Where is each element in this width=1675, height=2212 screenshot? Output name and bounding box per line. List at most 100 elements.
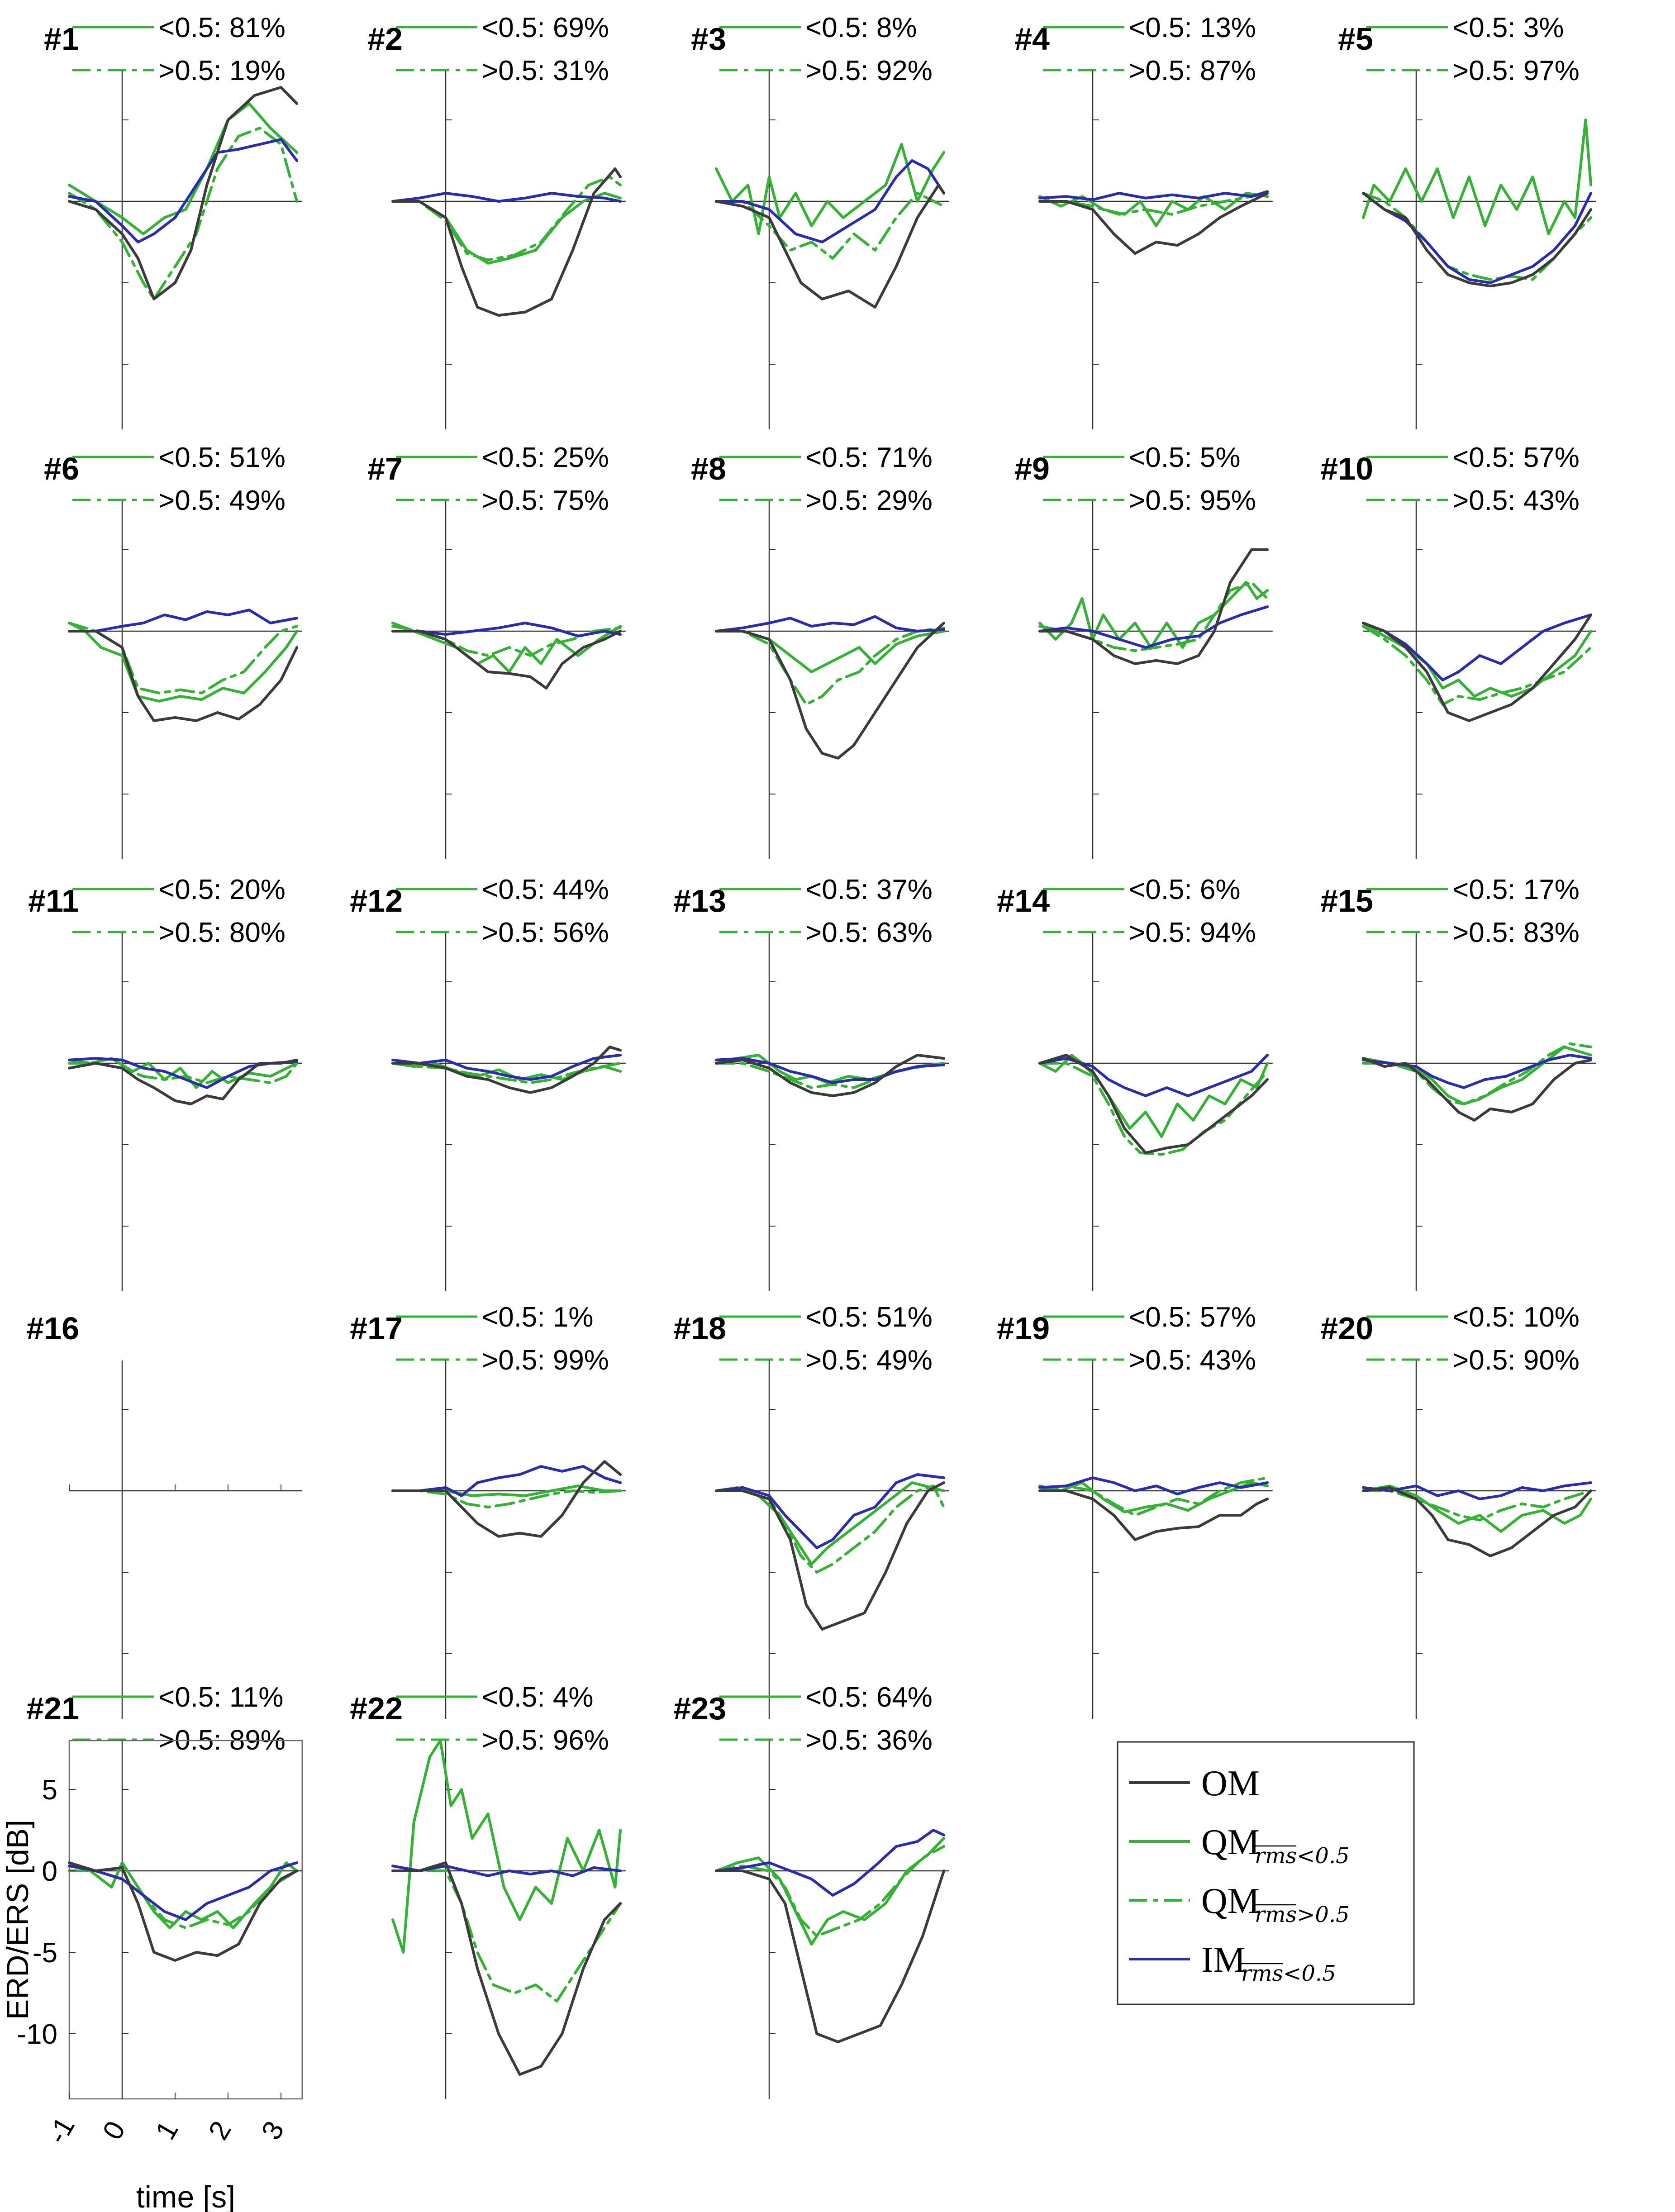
percent-high: >0.5: 56% (482, 917, 609, 948)
series-qmlow (68, 622, 299, 703)
percent-low: <0.5: 6% (1129, 874, 1240, 905)
series-om (391, 1460, 622, 1538)
series-om (715, 1869, 946, 2043)
series-im (1038, 190, 1269, 201)
series-om (715, 1481, 946, 1631)
percent-low: <0.5: 57% (1452, 442, 1580, 473)
percent-high: >0.5: 90% (1452, 1345, 1580, 1376)
series-om (1362, 1057, 1593, 1122)
percent-low: <0.5: 71% (805, 442, 933, 473)
subject-id: #19 (997, 1311, 1050, 1346)
series-im (68, 609, 299, 633)
series-im (715, 1057, 946, 1085)
percent-high: >0.5: 43% (1452, 485, 1580, 516)
series-om (1362, 192, 1593, 288)
x-tick-label: 0 (97, 2116, 132, 2145)
series-om (715, 1054, 946, 1097)
series-om (1362, 614, 1593, 722)
percent-high: >0.5: 99% (482, 1345, 609, 1376)
axes-box (68, 1740, 303, 2100)
percent-high: >0.5: 29% (805, 485, 933, 516)
percent-high: >0.5: 19% (158, 55, 286, 86)
series-im (1038, 1054, 1269, 1097)
legend-subscript: rms>0.5 (1255, 1902, 1350, 1927)
percent-high: >0.5: 96% (482, 1725, 609, 1756)
y-axis-label: ERD/ERS [dB] (0, 1820, 35, 2020)
percent-low: <0.5: 25% (482, 442, 609, 473)
percent-low: <0.5: 3% (1452, 12, 1564, 43)
series-qmlow (68, 102, 299, 235)
percent-high: >0.5: 31% (482, 55, 609, 86)
percent-high: >0.5: 75% (482, 485, 609, 516)
x-tick-label: 1 (150, 2116, 185, 2145)
subject-panel-9: #9 <0.5: 5%>0.5: 95% (1014, 442, 1273, 859)
series-im (1038, 605, 1269, 649)
subject-panel-11: #11 <0.5: 20% >0.5: 80% (28, 874, 302, 1291)
series-im (1362, 1054, 1593, 1089)
series-qmhigh (1038, 1062, 1269, 1156)
series-om (391, 1861, 622, 2076)
subject-id: #18 (673, 1311, 726, 1346)
x-tick-label: -1 (42, 2112, 81, 2149)
subject-panel-3: #3 <0.5: 8%>0.5: 92% (691, 12, 949, 429)
x-tick-label: 3 (256, 2116, 290, 2145)
series-qmlow (715, 1837, 946, 1946)
percent-high: >0.5: 97% (1452, 55, 1580, 86)
x-tick-label: 2 (203, 2116, 238, 2145)
y-tick-label: 0 (42, 1856, 57, 1887)
series-om (68, 1058, 299, 1105)
percent-high: >0.5: 92% (805, 55, 933, 86)
percent-low: <0.5: 17% (1452, 874, 1580, 905)
percent-low: <0.5: 11% (158, 1682, 283, 1713)
legend-label-im: IM (1201, 1940, 1246, 1980)
series-im (715, 615, 946, 633)
subject-panel-18: #18 <0.5: 51% >0.5: 49% (673, 1302, 949, 1719)
series-qmlow (1038, 581, 1269, 649)
subject-panel-15: #15 <0.5: 17% >0.5: 83% (1320, 874, 1596, 1291)
series-im (715, 1829, 946, 1897)
series-qmhigh (1038, 1476, 1269, 1517)
subject-panel-16: #16 (26, 1311, 302, 1719)
percent-high: >0.5: 95% (1129, 485, 1256, 516)
legend-label-qmhigh: QM (1201, 1881, 1260, 1921)
series-qmlow (715, 1481, 946, 1565)
series-qmlow (391, 622, 622, 673)
percent-low: <0.5: 13% (1129, 12, 1256, 43)
percent-low: <0.5: 51% (158, 442, 286, 473)
percent-high: >0.5: 49% (158, 485, 286, 516)
percent-high: >0.5: 63% (805, 917, 933, 948)
percent-low: <0.5: 51% (805, 1302, 933, 1333)
subject-id: #23 (673, 1691, 726, 1726)
subject-panel-1: #1 <0.5: 81%>0.5: 19% (44, 12, 302, 429)
percent-high: >0.5: 83% (1452, 917, 1580, 948)
percent-high: >0.5: 87% (1129, 55, 1256, 86)
series-qmlow (1038, 1481, 1269, 1513)
percent-high: >0.5: 80% (158, 917, 286, 948)
series-om (1362, 1486, 1593, 1557)
subject-id: #11 (28, 883, 79, 918)
series-qmhigh (68, 622, 299, 695)
series-qmlow (68, 1861, 299, 1929)
y-tick-label: -5 (33, 1937, 57, 1969)
subject-id: #15 (1320, 883, 1373, 918)
series-qmhigh (1362, 192, 1593, 281)
percent-high: >0.5: 36% (805, 1725, 933, 1756)
series-qmhigh (391, 176, 622, 262)
subject-id: #17 (350, 1311, 403, 1346)
series-qmlow (391, 1739, 622, 1954)
percent-high: >0.5: 43% (1129, 1345, 1256, 1376)
series-im (391, 622, 622, 637)
percent-low: <0.5: 69% (482, 12, 609, 43)
subject-panel-23: #23 <0.5: 64% >0.5: 36% (673, 1682, 949, 2099)
subject-panel-14: #14 <0.5: 6% >0.5: 94% (997, 874, 1273, 1291)
percent-low: <0.5: 5% (1129, 442, 1240, 473)
series-qmhigh (391, 1489, 622, 1508)
percent-low: <0.5: 37% (805, 874, 933, 905)
series-qmlow (1038, 1054, 1269, 1138)
subject-id: #12 (350, 883, 403, 918)
y-tick-label: 0 (42, 1856, 57, 1887)
y-tick-label: -10 (17, 2019, 57, 2050)
series-om (68, 630, 299, 722)
